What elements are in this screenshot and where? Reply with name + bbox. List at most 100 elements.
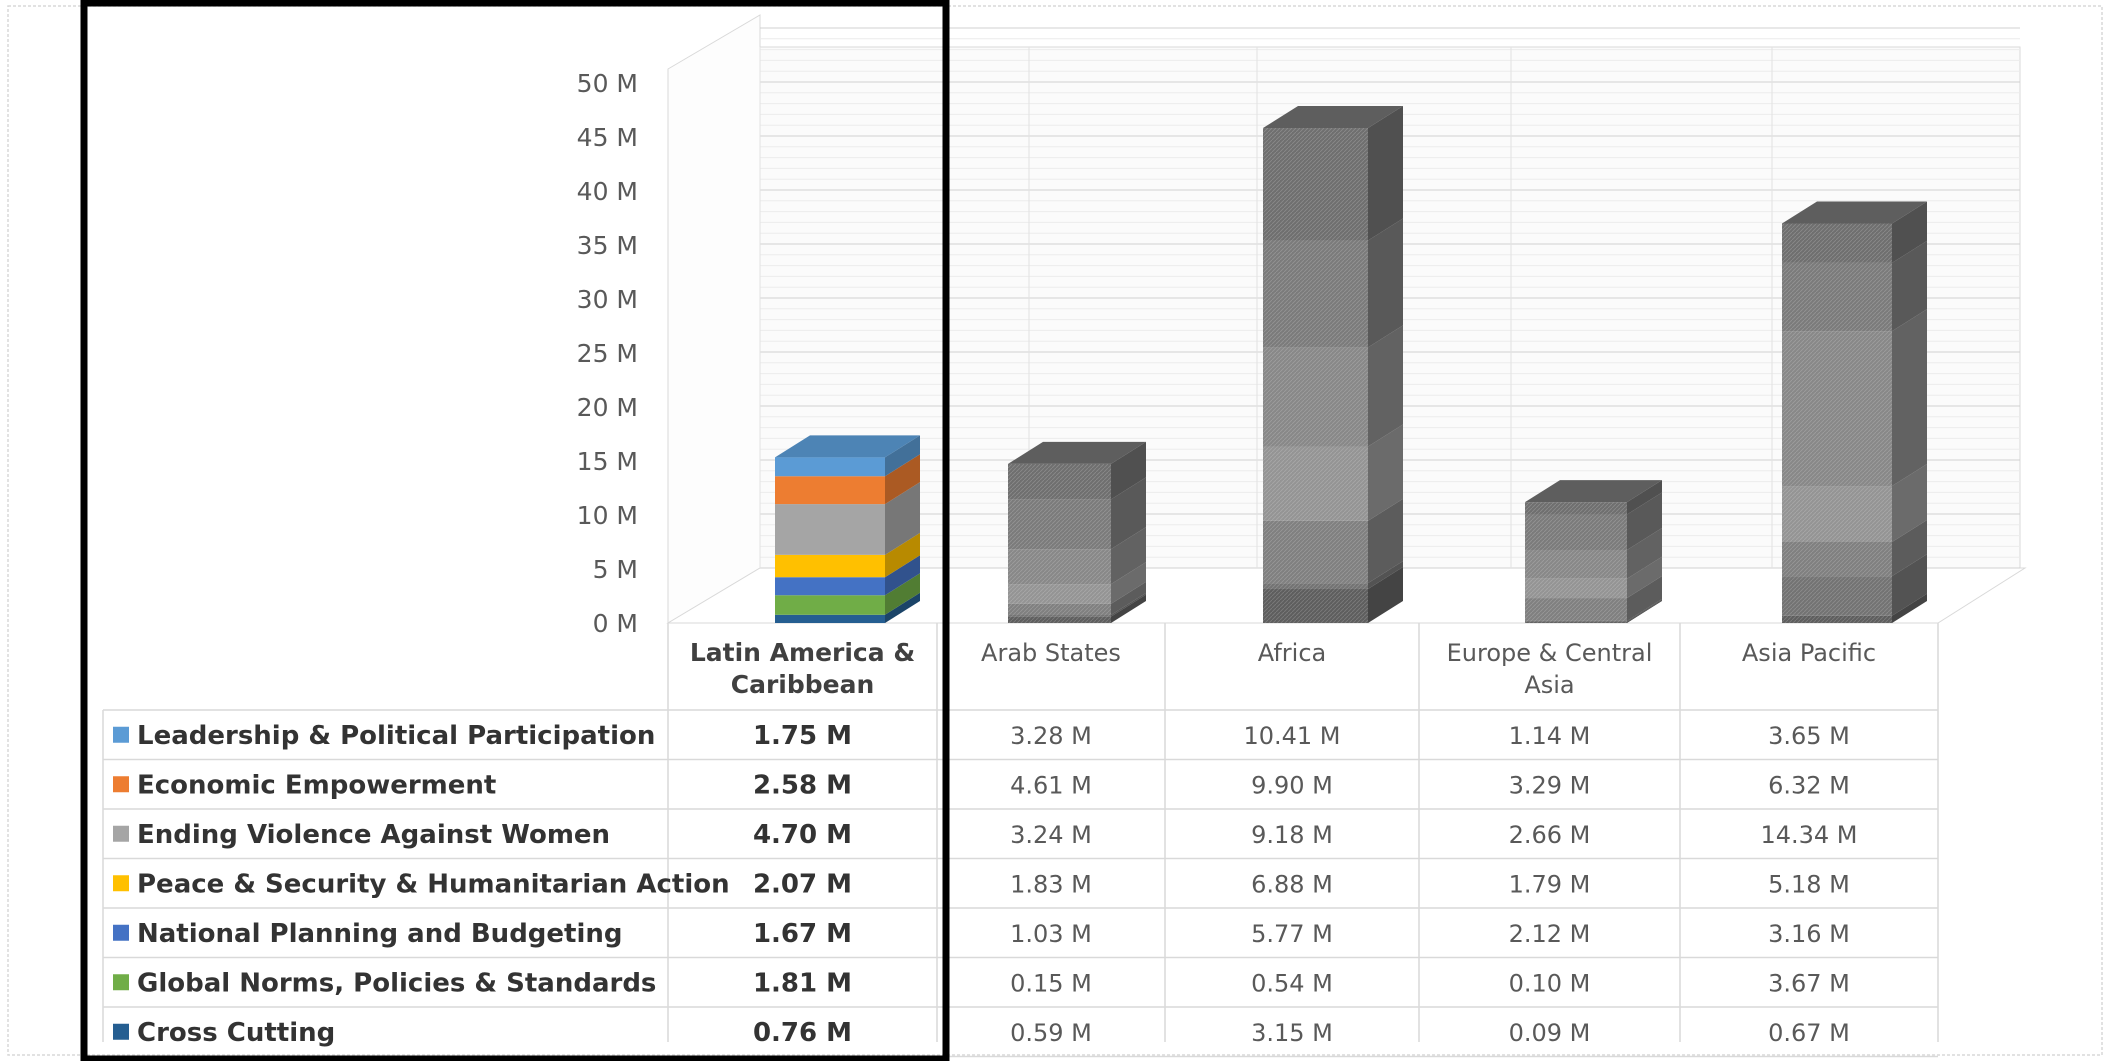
table-cell-leadership-and-political-participation-asia-pacific: 3.65 M [1768,722,1850,750]
bar-segment-leadership-and-political-participation-arab-states [1008,441,1146,500]
legend-label-economic-empowerment: Economic Empowerment [137,770,496,800]
bar-front-texture [1525,620,1627,623]
bar-front-texture [1782,486,1892,542]
bar-side [1368,106,1403,241]
bar-front-texture [1525,514,1627,550]
bar-top-asia-pacific [1782,201,1927,224]
y-tick-label: 20 M [577,393,638,422]
bar-front-texture [1782,542,1892,577]
y-tick-label: 35 M [577,231,638,260]
table-cell-leadership-and-political-participation-latin-america-and-caribbean: 1.75 M [753,721,852,751]
bar-front-texture [1008,463,1111,500]
table-cell-economic-empowerment-latin-america-and-caribbean: 2.58 M [753,770,852,800]
table-cell-leadership-and-political-participation-europe-and-central-asia: 1.14 M [1509,722,1591,750]
bar-front-texture [1008,616,1111,623]
table-cell-peace-and-security-and-humanitarian-action-europe-and-central-asia: 1.79 M [1509,870,1591,898]
bar-front [775,476,885,505]
table-cell-national-planning-and-budgeting-latin-america-and-caribbean: 1.67 M [753,919,852,949]
bar-front-texture [1008,549,1111,585]
bar-front [775,457,885,477]
bar-segment-economic-empowerment-asia-pacific [1782,240,1927,332]
category-label-africa: Africa [1258,639,1326,667]
table-cell-peace-and-security-and-humanitarian-action-asia-pacific: 5.18 M [1768,870,1850,898]
bar-top-latin-america-and-caribbean [775,435,920,458]
y-tick-label: 45 M [577,123,638,152]
bar-segment-economic-empowerment-africa [1263,218,1403,348]
bar-side [1627,576,1662,621]
table-cell-ending-violence-against-women-europe-and-central-asia: 2.66 M [1509,821,1591,849]
bar-front-texture [1008,584,1111,604]
bar-segment-leadership-and-political-participation-asia-pacific [1782,201,1927,263]
table-cell-economic-empowerment-asia-pacific: 6.32 M [1768,771,1850,799]
legend-swatch-global-norms-policies-and-standards [113,974,129,991]
bar-side [1368,424,1403,521]
bar-segment-cross-cutting-europe-and-central-asia [1525,600,1662,623]
table-cell-cross-cutting-arab-states: 0.59 M [1010,1019,1092,1047]
y-tick-label: 25 M [577,339,638,368]
bar-segment-ending-violence-against-women-africa [1263,325,1403,447]
bar-side [1627,556,1662,599]
bar-segment-leadership-and-political-participation-europe-and-central-asia [1525,480,1662,515]
bar-side [885,482,920,555]
table-cell-national-planning-and-budgeting-arab-states: 1.03 M [1010,920,1092,948]
table-cell-cross-cutting-latin-america-and-caribbean: 0.76 M [753,1018,852,1048]
legend-label-cross-cutting: Cross Cutting [137,1018,335,1048]
bar-front-texture [1782,223,1892,263]
bar-front-texture [1525,502,1627,515]
legend-label-global-norms-policies-and-standards: Global Norms, Policies & Standards [137,968,656,998]
table-cell-ending-violence-against-women-asia-pacific: 14.34 M [1760,821,1857,849]
bar-segment-peace-and-security-and-humanitarian-action-arab-states [1008,562,1146,604]
table-cell-economic-empowerment-europe-and-central-asia: 3.29 M [1509,771,1591,799]
bar-segment-global-norms-policies-and-standards-latin-america-and-caribbean [775,573,920,615]
table-cell-leadership-and-political-participation-africa: 10.41 M [1243,722,1340,750]
bar-front-texture [1525,549,1627,579]
bar-segment-economic-empowerment-latin-america-and-caribbean [775,454,920,505]
bar-front-texture [1525,598,1627,621]
y-axis: 0 M 5 M 10 M 15 M 20 M 25 M 30 M 35 M 40 M 45 M 50… [577,69,638,638]
table-cell-global-norms-policies-and-standards-asia-pacific: 3.67 M [1768,969,1850,997]
bar-segment-national-planning-and-budgeting-asia-pacific [1782,520,1927,577]
category-label-europe-and-central-asia: Europe & Central Asia [1447,639,1653,699]
bar-side [1892,554,1927,616]
bar-side [1111,441,1146,500]
bar-segment-peace-and-security-and-humanitarian-action-latin-america-and-caribbean [775,532,920,578]
legend-swatch-cross-cutting [113,1023,129,1040]
table-cell-economic-empowerment-africa: 9.90 M [1251,771,1333,799]
table-cell-global-norms-policies-and-standards-africa: 0.54 M [1251,969,1333,997]
bar-segment-national-planning-and-budgeting-arab-states [1008,581,1146,616]
bar-front-texture [1782,331,1892,487]
bar-side [1111,527,1146,585]
bar-front-texture [1263,520,1368,584]
bar-segment-national-planning-and-budgeting-europe-and-central-asia [1525,576,1662,621]
bar-side [1627,527,1662,579]
legend-swatch-peace-and-security-and-humanitarian-action [113,875,129,892]
table-cell-global-norms-policies-and-standards-latin-america-and-caribbean: 1.81 M [753,968,852,998]
bar-side [1892,240,1927,332]
bar-segment-leadership-and-political-participation-latin-america-and-caribbean [775,435,920,477]
legend-swatch-leadership-and-political-participation [113,726,129,743]
bar-side [1368,498,1403,584]
bar-side [1368,561,1403,589]
y-tick-label: 0 M [593,609,638,638]
bar-front-texture [1263,347,1368,447]
bar-segment-leadership-and-political-participation-africa [1263,106,1403,241]
bar-front [775,504,885,555]
bar-front-texture [1263,128,1368,241]
bar-side [1111,477,1146,550]
bar-side [1627,600,1662,623]
category-label-arab-states: Arab States [981,639,1121,667]
bar-side [1627,598,1662,623]
bar-front-texture [1263,240,1368,348]
table-cell-national-planning-and-budgeting-europe-and-central-asia: 2.12 M [1509,920,1591,948]
bar-side [1892,464,1927,542]
bar-front [775,577,885,596]
bar-front [775,554,885,578]
bar-front-texture [1263,588,1368,623]
table-cell-ending-violence-against-women-latin-america-and-caribbean: 4.70 M [753,820,852,850]
legend-swatch-national-planning-and-budgeting [113,924,129,941]
bar-side [885,532,920,578]
table-cell-national-planning-and-budgeting-asia-pacific: 3.16 M [1768,920,1850,948]
legend-label-leadership-and-political-participation: Leadership & Political Participation [137,721,655,751]
table-cell-global-norms-policies-and-standards-arab-states: 0.15 M [1010,969,1092,997]
